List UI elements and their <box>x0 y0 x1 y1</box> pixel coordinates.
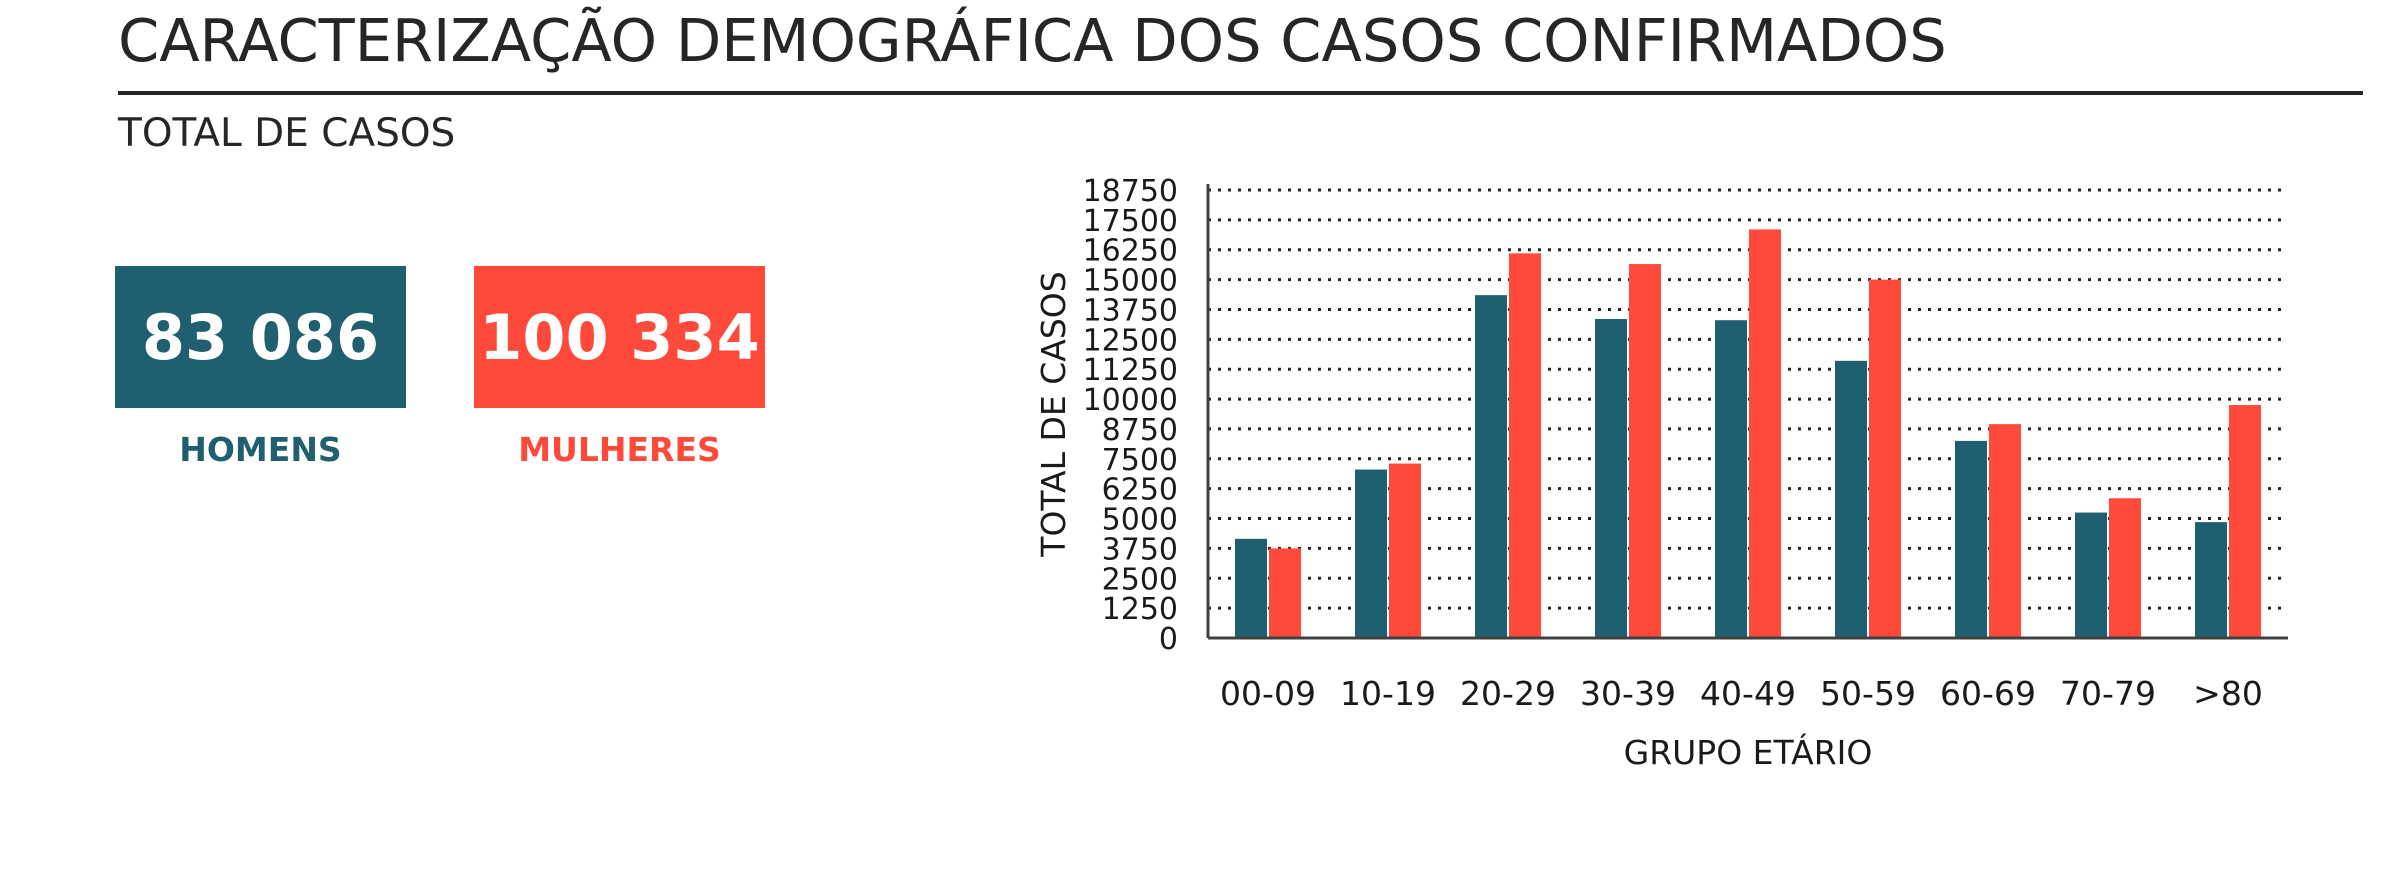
bar-men <box>1595 319 1627 638</box>
y-tick-label: 7500 <box>1102 443 1178 478</box>
bar-men <box>1835 360 1867 638</box>
bar-women <box>2229 405 2261 638</box>
bar-women <box>1269 548 1301 638</box>
x-tick-label: 10-19 <box>1340 674 1436 713</box>
x-tick-label: 30-39 <box>1580 674 1676 713</box>
bar-women <box>1509 253 1541 639</box>
page-title: CARACTERIZAÇÃO DEMOGRÁFICA DOS CASOS CON… <box>118 6 1947 75</box>
x-axis-ticks: 00-09 10-19 20-29 30-39 40-49 50-59 60-69 70-79… <box>1220 674 2263 713</box>
women-total-box: 100 334 <box>474 266 765 408</box>
y-axis-label: TOTAL DE CASOS <box>1034 271 1073 557</box>
y-tick-label: 8750 <box>1102 413 1178 448</box>
bar-women <box>1629 264 1661 638</box>
y-tick-label: 17500 <box>1083 204 1178 239</box>
section-subtitle: TOTAL DE CASOS <box>118 111 456 156</box>
y-tick-label: 1250 <box>1102 592 1178 627</box>
y-tick-label: 5000 <box>1102 503 1178 538</box>
bar-women <box>1869 279 1901 638</box>
men-total-label: HOMENS <box>179 430 342 469</box>
bar-men <box>2075 512 2107 638</box>
y-tick-label: 10000 <box>1083 383 1178 418</box>
bar-men <box>1235 538 1267 638</box>
y-tick-label: 12500 <box>1083 323 1178 358</box>
y-tick-label: 18750 <box>1083 174 1178 209</box>
bar-men <box>2195 522 2227 638</box>
bar-men <box>1355 469 1387 638</box>
chart-gridlines <box>1208 188 2288 610</box>
x-tick-label: 50-59 <box>1820 674 1916 713</box>
y-tick-label: 2500 <box>1102 562 1178 597</box>
bar-men <box>1955 440 1987 638</box>
bar-women <box>1389 463 1421 638</box>
x-axis-label: GRUPO ETÁRIO <box>1624 732 1873 772</box>
bar-women <box>1989 424 2021 638</box>
y-tick-label: 6250 <box>1102 473 1178 508</box>
y-tick-label: 15000 <box>1083 264 1178 299</box>
y-tick-label: 13750 <box>1083 293 1178 328</box>
women-total-label: MULHERES <box>518 430 721 469</box>
bar-women <box>2109 498 2141 638</box>
men-total-value: 83 086 <box>141 300 380 374</box>
chart-bars <box>1235 229 2261 639</box>
y-axis-ticks: 0125025003750500062507500875010000112501… <box>1083 174 1178 657</box>
y-tick-label: 11250 <box>1083 353 1178 388</box>
x-tick-label: 20-29 <box>1460 674 1556 713</box>
x-tick-label: 00-09 <box>1220 674 1316 713</box>
y-tick-label: 16250 <box>1083 234 1178 269</box>
x-tick-label: 70-79 <box>2060 674 2156 713</box>
x-tick-label: >80 <box>2193 674 2263 713</box>
y-tick-label: 3750 <box>1102 532 1178 567</box>
women-total-value: 100 334 <box>479 300 760 374</box>
x-tick-label: 40-49 <box>1700 674 1796 713</box>
y-tick-label: 0 <box>1159 622 1178 657</box>
bar-women <box>1749 229 1781 638</box>
title-divider <box>118 91 2363 95</box>
bar-men <box>1475 295 1507 638</box>
bar-men <box>1715 320 1747 638</box>
men-total-box: 83 086 <box>115 266 406 408</box>
x-tick-label: 60-69 <box>1940 674 2036 713</box>
